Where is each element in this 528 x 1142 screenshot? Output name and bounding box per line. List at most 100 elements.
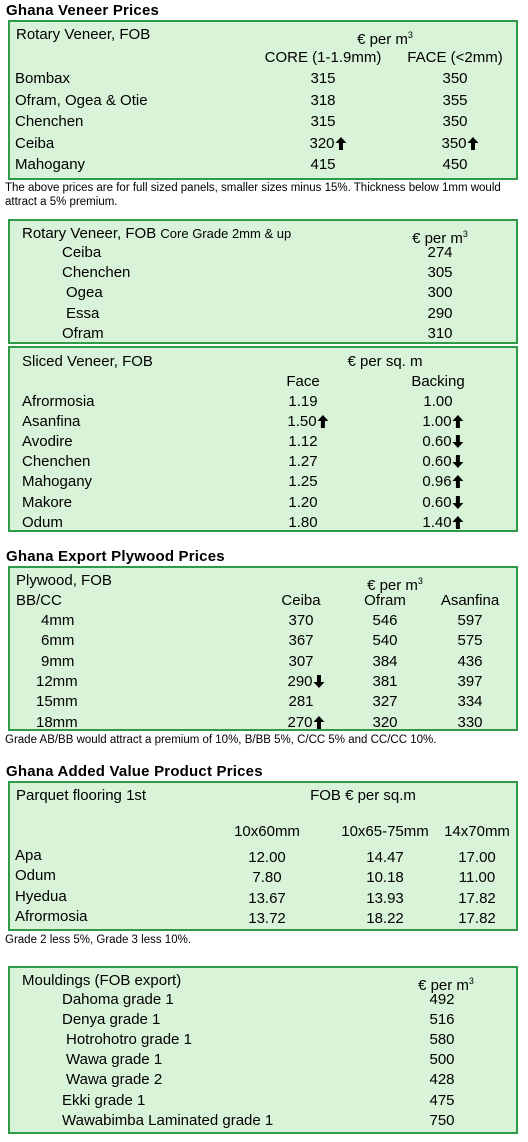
ofram-price: 381 xyxy=(372,672,398,690)
moulding-price: 475 xyxy=(429,1091,455,1109)
core-price: 320 xyxy=(309,135,347,153)
thickness-label: 15mm xyxy=(36,693,78,711)
species-name: Mahogany xyxy=(22,473,93,491)
parquet-panel: Parquet flooring 1st FOB € per sq.m 10x6… xyxy=(8,781,518,931)
core-price: 290 xyxy=(427,304,453,322)
species-name: Bombax xyxy=(15,70,71,87)
species-name: Ceiba xyxy=(62,244,102,261)
moulding-name: Wawa grade 1 xyxy=(66,1051,163,1069)
moulding-price: 428 xyxy=(429,1071,455,1089)
face-price: 350 xyxy=(442,113,468,130)
footnote-parquet: Grade 2 less 5%, Grade 3 less 10%. xyxy=(5,934,192,946)
arrow-down-icon xyxy=(452,455,464,469)
footnote-rotary: The above prices are for full sized pane… xyxy=(5,182,501,208)
core-price: 315 xyxy=(310,113,336,130)
unit-label: € per m3 xyxy=(367,576,423,594)
species-name: Mahogany xyxy=(15,156,86,173)
species-name: Afrormosia xyxy=(22,393,95,410)
column-header-asanfina: Asanfina xyxy=(440,592,500,609)
face-price: 1.80 xyxy=(288,513,318,531)
arrow-up-icon xyxy=(452,515,464,529)
section-title-plywood: Ghana Export Plywood Prices xyxy=(6,548,225,565)
species-name: Ogea xyxy=(66,284,103,302)
face-price: 350 xyxy=(441,135,479,153)
face-price: 350 xyxy=(442,70,468,87)
ceiba-price: 307 xyxy=(288,652,314,670)
core-price: 274 xyxy=(427,244,453,261)
price-10x60: 13.67 xyxy=(248,889,286,907)
arrow-down-icon xyxy=(452,495,464,509)
face-price: 450 xyxy=(442,156,468,173)
face-price: 1.25 xyxy=(288,473,318,491)
unit-label: € per m3 xyxy=(418,976,474,994)
asanfina-price: 330 xyxy=(457,713,483,731)
moulding-price: 580 xyxy=(429,1031,455,1049)
arrow-down-icon xyxy=(452,435,464,449)
price-14x70: 17.82 xyxy=(458,889,496,907)
asanfina-price: 597 xyxy=(457,612,483,629)
price-10x60: 7.80 xyxy=(252,869,282,887)
price-10x65-75: 14.47 xyxy=(366,849,404,866)
column-header-10x60: 10x60mm xyxy=(234,823,300,840)
panel-label: Rotary Veneer, FOB Core Grade 2mm & up xyxy=(22,225,292,242)
thickness-label: 4mm xyxy=(41,612,75,629)
section-title-veneer: Ghana Veneer Prices xyxy=(6,2,160,19)
backing-price: 0.60 xyxy=(422,494,464,512)
column-header-14x70: 14x70mm xyxy=(444,823,510,840)
ceiba-price: 367 xyxy=(288,632,314,650)
asanfina-price: 397 xyxy=(457,672,483,690)
rotary-veneer-panel: Rotary Veneer, FOB € per m3 CORE (1-1.9m… xyxy=(8,20,518,180)
thickness-label: 12mm xyxy=(36,672,78,690)
species-name: Asanfina xyxy=(22,413,81,431)
price-14x70: 11.00 xyxy=(458,869,496,887)
backing-price: 1.00 xyxy=(423,393,453,410)
core-price: 315 xyxy=(310,70,336,87)
moulding-name: Hotrohotro grade 1 xyxy=(66,1031,192,1049)
ceiba-price: 270 xyxy=(287,714,325,732)
species-name: Apa xyxy=(15,847,42,864)
price-10x60: 12.00 xyxy=(248,849,286,866)
species-name: Ofram, Ogea & Otie xyxy=(15,91,148,109)
moulding-name: Wawa grade 2 xyxy=(66,1071,163,1089)
unit-label: € per sq. m xyxy=(347,353,423,370)
backing-price: 0.60 xyxy=(422,453,464,471)
species-name: Chenchen xyxy=(15,113,84,130)
asanfina-price: 334 xyxy=(457,693,483,711)
arrow-up-icon xyxy=(467,136,479,150)
asanfina-price: 575 xyxy=(457,632,483,650)
core-price: 310 xyxy=(427,324,453,342)
arrow-down-icon xyxy=(313,674,325,688)
panel-label: Sliced Veneer, FOB xyxy=(22,353,153,370)
ceiba-price: 281 xyxy=(288,693,314,711)
species-name: Afrormosia xyxy=(15,907,88,925)
species-name: Avodire xyxy=(22,433,73,451)
backing-price: 1.00 xyxy=(422,413,464,431)
section-title-added-value: Ghana Added Value Product Prices xyxy=(6,763,263,780)
moulding-name: Dahoma grade 1 xyxy=(62,991,174,1008)
sliced-veneer-panel: Sliced Veneer, FOB € per sq. m Face Back… xyxy=(8,346,518,532)
species-name: Odum xyxy=(15,867,56,885)
core-price: 300 xyxy=(427,284,453,302)
ofram-price: 320 xyxy=(372,713,398,731)
arrow-up-icon xyxy=(317,415,329,429)
unit-label: FOB € per sq.m xyxy=(310,787,416,804)
moulding-price: 750 xyxy=(429,1111,455,1129)
unit-label: € per m3 xyxy=(412,229,468,247)
species-name: Hyedua xyxy=(15,887,67,905)
moulding-price: 500 xyxy=(429,1051,455,1069)
face-price: 1.27 xyxy=(288,453,318,471)
column-header-10x65-75: 10x65-75mm xyxy=(341,823,429,840)
arrow-up-icon xyxy=(313,715,325,729)
price-14x70: 17.00 xyxy=(458,849,496,866)
unit-label: € per m3 xyxy=(357,30,413,48)
ofram-price: 327 xyxy=(372,693,398,711)
mouldings-panel: Mouldings (FOB export) € per m3 Dahoma g… xyxy=(8,966,518,1134)
core-price: 305 xyxy=(427,264,453,282)
thickness-label: 18mm xyxy=(36,713,78,731)
ceiba-price: 370 xyxy=(288,612,314,629)
price-10x65-75: 13.93 xyxy=(366,889,404,907)
core-price: 318 xyxy=(310,91,336,109)
moulding-name: Wawabimba Laminated grade 1 xyxy=(62,1111,274,1129)
ofram-price: 540 xyxy=(372,632,398,650)
arrow-up-icon xyxy=(452,415,464,429)
